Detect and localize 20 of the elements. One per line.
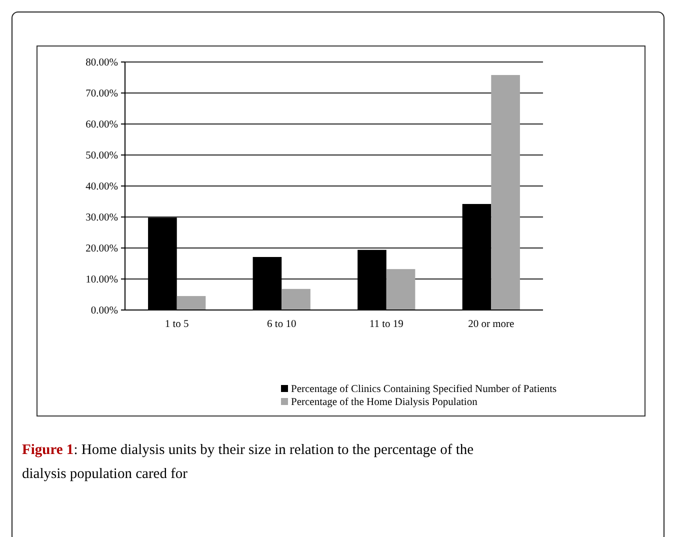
bar [491, 75, 520, 310]
y-tick-label: 70.00% [86, 88, 118, 100]
y-tick-label: 20.00% [86, 244, 118, 255]
y-tick-label: 80.00% [86, 58, 118, 69]
y-tick-label: 0.00% [90, 306, 118, 317]
legend-label: Percentage of the Home Dialysis Population [291, 397, 478, 408]
legend-label: Percentage of Clinics Containing Specified Number of Patients [291, 384, 557, 395]
x-tick-label: 20 or more [468, 319, 515, 330]
bar [176, 296, 206, 310]
x-tick-label: 1 to 5 [164, 319, 189, 330]
x-tick-label: 6 to 10 [267, 319, 296, 330]
caption: Figure 1: Home dialysis units by their size in relation to the percentage of the dialysis population cared for [22, 442, 474, 482]
y-tick-label: 40.00% [86, 182, 118, 193]
x-tick-label: 11 to 19 [369, 319, 404, 330]
y-tick-label: 50.00% [86, 150, 118, 162]
y-tick-label: 60.00% [86, 120, 118, 131]
y-tick-label: 30.00% [86, 212, 118, 224]
y-tick-label: 10.00% [86, 274, 118, 286]
bar [386, 269, 416, 310]
bar [282, 288, 310, 310]
